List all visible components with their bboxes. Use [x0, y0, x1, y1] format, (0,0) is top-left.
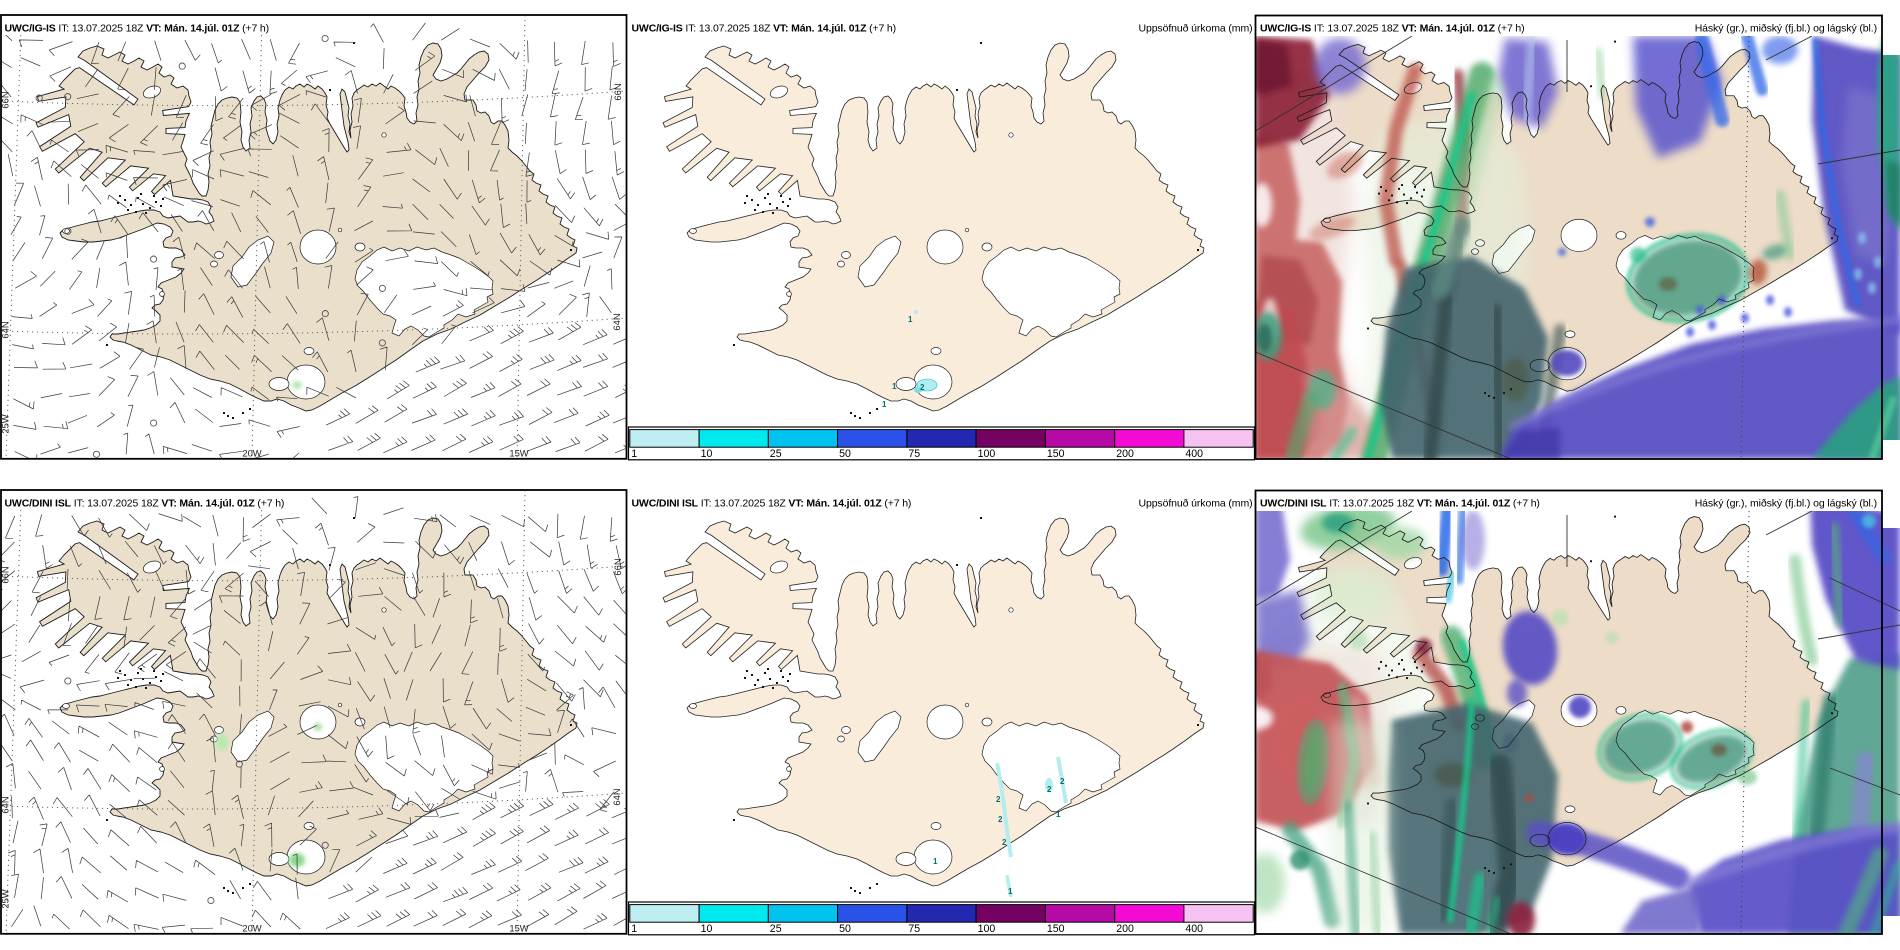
svg-text:2: 2	[1060, 777, 1065, 786]
svg-text:1: 1	[892, 382, 897, 391]
svg-text:1: 1	[882, 400, 887, 409]
svg-text:Háský (gr.), miðský (fj.bl.) o: Háský (gr.), miðský (fj.bl.) og lágský (…	[1695, 498, 1877, 510]
svg-text:15W: 15W	[509, 448, 528, 459]
svg-text:25: 25	[770, 448, 782, 460]
svg-text:2: 2	[996, 795, 1001, 804]
svg-text:1: 1	[631, 448, 637, 460]
svg-text:1: 1	[908, 315, 913, 324]
svg-text:64N: 64N	[0, 321, 11, 338]
svg-text:1: 1	[1008, 887, 1013, 896]
svg-text:64N: 64N	[611, 788, 622, 805]
svg-text:Háský (gr.), miðský (fj.bl.) o: Háský (gr.), miðský (fj.bl.) og lágský (…	[1695, 23, 1877, 35]
svg-text:75: 75	[908, 923, 920, 935]
svg-text:1: 1	[933, 857, 938, 866]
svg-text:25: 25	[770, 923, 782, 935]
svg-text:200: 200	[1116, 448, 1134, 460]
svg-text:66N: 66N	[0, 91, 11, 108]
svg-text:10: 10	[701, 448, 713, 460]
svg-text:25W: 25W	[0, 414, 11, 433]
svg-text:1: 1	[1056, 810, 1061, 819]
svg-text:UWC/IG-IS IT: 13.07.2025 18Z V: UWC/IG-IS IT: 13.07.2025 18Z VT: Mán. 14…	[632, 23, 896, 35]
svg-text:100: 100	[978, 448, 996, 460]
svg-text:UWC/DINI ISL IT: 13.07.2025 18: UWC/DINI ISL IT: 13.07.2025 18Z VT: Mán.…	[5, 498, 285, 510]
svg-text:400: 400	[1185, 448, 1203, 460]
svg-text:1: 1	[631, 923, 637, 935]
svg-text:10: 10	[701, 923, 713, 935]
svg-text:2: 2	[1002, 838, 1007, 847]
svg-text:2: 2	[920, 383, 925, 392]
svg-text:UWC/DINI ISL IT: 13.07.2025 18: UWC/DINI ISL IT: 13.07.2025 18Z VT: Mán.…	[632, 498, 912, 510]
svg-text:400: 400	[1185, 923, 1203, 935]
svg-text:64N: 64N	[611, 313, 622, 330]
svg-text:50: 50	[839, 448, 851, 460]
svg-text:2: 2	[1047, 785, 1052, 794]
svg-text:UWC/DINI ISL IT: 13.07.2025 18: UWC/DINI ISL IT: 13.07.2025 18Z VT: Mán.…	[1260, 498, 1540, 510]
svg-text:100: 100	[978, 923, 996, 935]
svg-text:150: 150	[1047, 448, 1065, 460]
svg-text:UWC/IG-IS IT: 13.07.2025 18Z V: UWC/IG-IS IT: 13.07.2025 18Z VT: Mán. 14…	[1260, 23, 1524, 35]
svg-text:Uppsöfnuð úrkoma (mm): Uppsöfnuð úrkoma (mm)	[1138, 23, 1252, 35]
svg-text:66N: 66N	[0, 566, 11, 583]
svg-text:75: 75	[908, 448, 920, 460]
svg-text:150: 150	[1047, 923, 1065, 935]
svg-text:Uppsöfnuð úrkoma (mm): Uppsöfnuð úrkoma (mm)	[1138, 498, 1252, 510]
svg-text:20W: 20W	[242, 923, 261, 934]
svg-text:UWC/IG-IS IT: 13.07.2025 18Z V: UWC/IG-IS IT: 13.07.2025 18Z VT: Mán. 14…	[5, 23, 269, 35]
svg-text:64N: 64N	[0, 796, 11, 813]
svg-text:15W: 15W	[509, 923, 528, 934]
svg-text:2: 2	[998, 815, 1003, 824]
svg-text:20W: 20W	[242, 448, 261, 459]
svg-text:50: 50	[839, 923, 851, 935]
svg-text:66N: 66N	[612, 83, 623, 100]
svg-text:66N: 66N	[612, 558, 623, 575]
svg-text:200: 200	[1116, 923, 1134, 935]
svg-text:25W: 25W	[0, 889, 11, 908]
